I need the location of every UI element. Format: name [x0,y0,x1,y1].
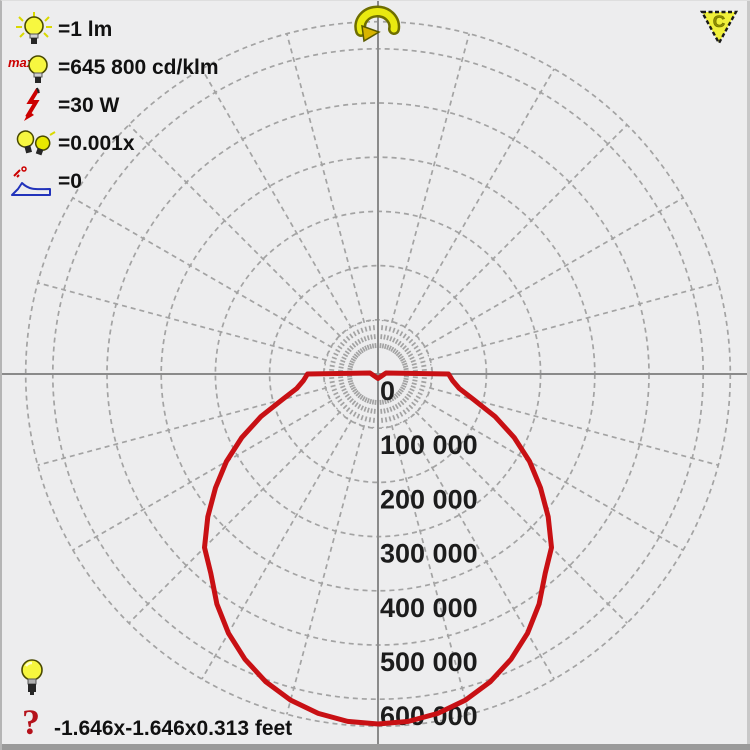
fine-angle-spoke [335,390,359,410]
angle-grid-spoke [402,281,719,369]
fine-angle-spoke [333,388,358,406]
fine-angle-spoke [324,363,353,371]
fine-angle-spoke [392,329,410,354]
fine-angle-spoke [354,397,368,424]
question-mark-icon: ? [22,702,40,742]
angle-grid-spoke [285,398,373,715]
window-border-right [747,1,750,750]
fine-angle-spoke [346,394,364,419]
angle-grid-spoke [37,379,354,467]
radial-scale-label: 0 [380,376,395,406]
fine-angle-spoke [386,322,398,350]
intensity-curve [202,370,554,727]
luminous-flux-value: =1 lm [58,18,113,41]
fine-angle-spoke [324,377,353,385]
angle-grid-spoke [383,398,471,715]
fine-angle-spoke [342,331,362,355]
legend-row-power: =30 W [8,87,119,125]
c-plane-letter: C [713,12,725,31]
c-plane-badge-icon[interactable]: C [698,5,740,52]
power-bolt-icon [8,87,58,125]
fine-angle-spoke [402,382,430,394]
window-border-bottom [2,744,750,750]
fine-angle-spoke [358,322,370,350]
scaling-bulbs-icon [8,125,58,163]
tilt-angle-icon [8,163,58,201]
fine-angle-spoke [398,342,423,360]
legend-row-tilt: =0 [8,163,82,201]
radial-scale-label: 400 000 [380,593,478,623]
angle-grid-spoke [400,386,684,551]
fine-angle-spoke [372,319,377,349]
fine-angle-spoke [403,377,432,385]
fine-angle-spoke [394,393,414,417]
fine-angle-spoke [402,354,430,366]
fine-angle-spoke [367,399,375,428]
fine-angle-spoke [392,394,410,419]
angle-grid-spoke [390,68,555,352]
fine-angle-spoke [401,350,428,364]
fine-angle-spoke [388,324,402,351]
legend-row-scaling: =0.001x [8,125,135,163]
fine-angle-spoke [379,399,384,429]
radial-scale-label: 300 000 [380,539,478,569]
legend-row-luminous-flux: =1 lm [8,11,112,49]
fine-angle-spoke [379,319,384,349]
radial-scale-label: 100 000 [380,430,478,460]
fine-angle-spoke [328,384,355,398]
angle-grid-spoke [201,68,366,352]
fine-angle-spoke [401,384,428,398]
fine-angle-spoke [372,399,377,429]
fine-angle-spoke [326,354,354,366]
fine-angle-spoke [342,393,362,417]
angle-grid-spoke [285,33,373,350]
angle-grid-spoke [72,197,356,362]
fine-angle-spoke [328,350,355,364]
angle-grid-spoke [383,33,471,350]
angle-grid-spoke [128,124,361,357]
angle-grid-spoke [402,379,719,467]
fine-angle-spoke [388,397,402,424]
legend-row-max-intensity: max =645 800 cd/klm [8,49,219,87]
fine-angle-spoke [397,338,421,358]
angle-grid-spoke [201,396,366,680]
angle-grid-spoke [395,391,628,624]
fine-angle-spoke [386,398,398,426]
radial-scale-label: 200 000 [380,484,478,514]
angle-grid-spoke [37,281,354,369]
power-value: =30 W [58,94,120,117]
fine-angle-spoke [335,338,359,358]
angle-grid-spoke [400,197,684,362]
fine-angle-spoke [381,399,389,428]
fine-angle-spoke [354,324,368,351]
fine-angle-spoke [326,382,354,394]
fine-angle-spoke [323,375,353,380]
fine-angle-spoke [333,342,358,360]
luminous-flux-bulb-icon [8,11,58,49]
lamp-bulb-icon [18,657,50,710]
fine-angle-spoke [394,331,414,355]
fine-angle-spoke [403,375,433,380]
angle-grid-spoke [72,386,356,551]
scaling-value: =0.001x [58,132,135,155]
angle-grid-spoke [395,124,628,357]
luminaire-dimensions-value: -1.646x-1.646x0.313 feet [54,717,293,740]
radial-scale-label: 500 000 [380,647,478,677]
angle-grid-spoke [128,391,361,624]
max-intensity-bulb-icon: max [8,49,58,87]
max-intensity-value: =645 800 cd/klm [58,56,219,79]
fine-angle-spoke [381,320,389,349]
fine-angle-spoke [403,363,432,371]
fine-angle-spoke [397,390,421,410]
rotate-around-axis-icon[interactable] [348,1,408,54]
fine-angle-spoke [346,329,364,354]
fine-angle-spoke [358,398,370,426]
tilt-value: =0 [58,170,82,193]
fine-angle-spoke [398,388,423,406]
fine-angle-spoke [367,320,375,349]
